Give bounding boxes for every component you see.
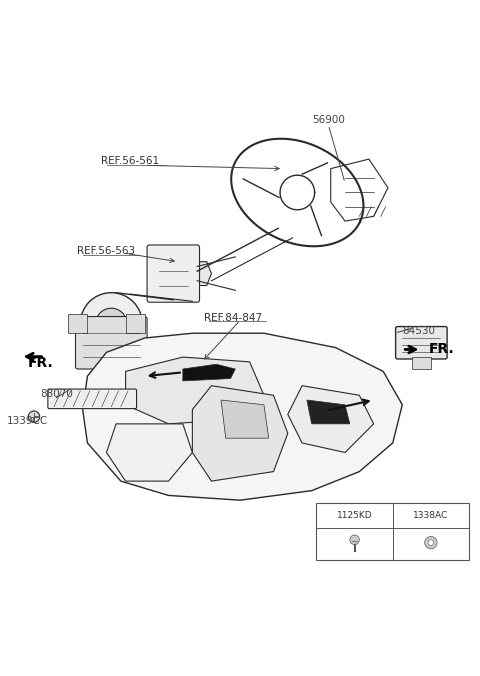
Text: 84530: 84530 xyxy=(402,326,435,336)
Polygon shape xyxy=(188,262,212,285)
FancyBboxPatch shape xyxy=(48,389,137,408)
Text: REF.84-847: REF.84-847 xyxy=(204,313,262,323)
Circle shape xyxy=(28,411,40,422)
Text: FR.: FR. xyxy=(429,343,454,356)
Polygon shape xyxy=(126,314,144,333)
Polygon shape xyxy=(192,386,288,481)
FancyBboxPatch shape xyxy=(316,502,469,560)
Text: FR.: FR. xyxy=(28,356,54,370)
Circle shape xyxy=(96,308,127,339)
Polygon shape xyxy=(221,400,269,438)
Text: 56900: 56900 xyxy=(312,116,345,126)
Text: 88070: 88070 xyxy=(40,389,73,400)
Polygon shape xyxy=(107,424,192,481)
Polygon shape xyxy=(183,364,235,381)
Text: REF.56-563: REF.56-563 xyxy=(77,246,135,256)
Text: REF.56-561: REF.56-561 xyxy=(101,156,159,166)
Polygon shape xyxy=(68,314,87,333)
Text: 1339CC: 1339CC xyxy=(7,416,48,426)
Circle shape xyxy=(425,537,437,549)
FancyBboxPatch shape xyxy=(147,245,200,302)
Polygon shape xyxy=(412,357,431,369)
Polygon shape xyxy=(126,357,264,424)
FancyBboxPatch shape xyxy=(396,327,447,359)
Text: 1338AC: 1338AC xyxy=(413,510,448,520)
Circle shape xyxy=(80,293,142,355)
Circle shape xyxy=(428,540,434,546)
FancyBboxPatch shape xyxy=(75,316,147,369)
Polygon shape xyxy=(288,386,373,452)
Text: 1125KD: 1125KD xyxy=(337,510,372,520)
Polygon shape xyxy=(83,333,402,500)
Circle shape xyxy=(350,535,360,545)
Polygon shape xyxy=(307,400,350,424)
